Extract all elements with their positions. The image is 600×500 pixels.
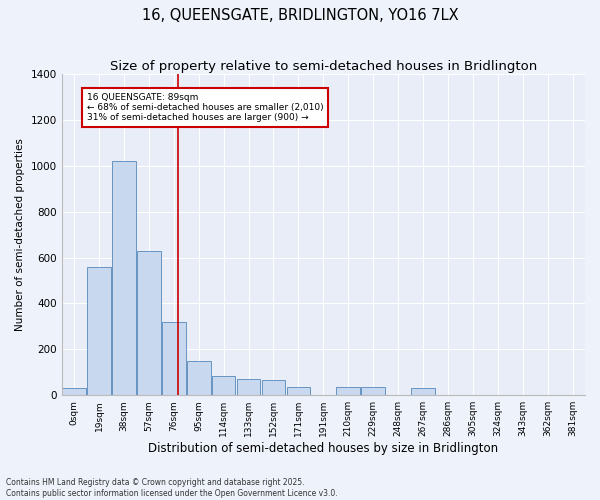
Bar: [87, 267, 111, 395]
Bar: [62, 388, 86, 395]
Bar: [112, 162, 136, 395]
Bar: [262, 380, 286, 395]
Bar: [411, 388, 435, 395]
Title: Size of property relative to semi-detached houses in Bridlington: Size of property relative to semi-detach…: [110, 60, 537, 73]
Bar: [237, 379, 260, 395]
Bar: [361, 387, 385, 395]
Text: Contains HM Land Registry data © Crown copyright and database right 2025.
Contai: Contains HM Land Registry data © Crown c…: [6, 478, 338, 498]
Bar: [137, 250, 161, 395]
Text: 16 QUEENSGATE: 89sqm
← 68% of semi-detached houses are smaller (2,010)
31% of se: 16 QUEENSGATE: 89sqm ← 68% of semi-detac…: [86, 92, 323, 122]
Y-axis label: Number of semi-detached properties: Number of semi-detached properties: [15, 138, 25, 331]
Bar: [212, 376, 235, 395]
Bar: [162, 322, 185, 395]
Bar: [337, 387, 360, 395]
X-axis label: Distribution of semi-detached houses by size in Bridlington: Distribution of semi-detached houses by …: [148, 442, 499, 455]
Bar: [187, 361, 211, 395]
Bar: [287, 387, 310, 395]
Text: 16, QUEENSGATE, BRIDLINGTON, YO16 7LX: 16, QUEENSGATE, BRIDLINGTON, YO16 7LX: [142, 8, 458, 22]
